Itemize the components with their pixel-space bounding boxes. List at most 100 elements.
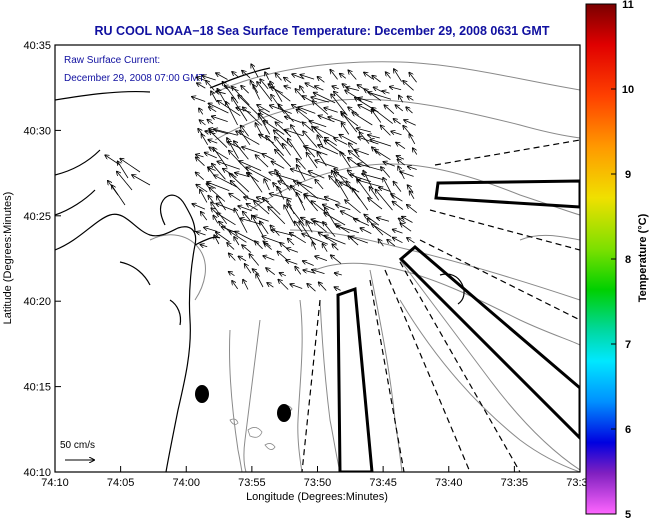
- current-vector: [332, 86, 339, 89]
- current-vector: [286, 260, 298, 265]
- current-vector: [348, 107, 359, 116]
- current-vector: [278, 280, 289, 290]
- current-vector: [251, 81, 260, 100]
- current-vector: [345, 200, 361, 214]
- current-vector: [208, 196, 214, 203]
- current-vector: [309, 121, 327, 128]
- current-vector: [318, 116, 335, 123]
- current-vector: [370, 139, 392, 147]
- current-vector: [267, 283, 274, 288]
- current-vector: [256, 274, 264, 288]
- current-vector: [216, 232, 230, 243]
- current-vector: [277, 173, 291, 191]
- current-vector: [207, 182, 230, 191]
- current-vector: [249, 254, 260, 266]
- y-tick-label: 40:10: [23, 467, 51, 479]
- current-vector: [264, 179, 270, 191]
- buoy-marker-1: [195, 385, 209, 403]
- current-vector: [375, 150, 391, 161]
- current-vector: [226, 102, 238, 126]
- current-vector: [117, 172, 133, 191]
- current-vector: [382, 91, 390, 93]
- current-vector: [337, 226, 360, 234]
- current-vector: [222, 227, 236, 233]
- current-vector: [284, 78, 292, 84]
- current-vector: [399, 96, 404, 103]
- colorbar-tick-label: 7: [625, 339, 631, 351]
- current-vector: [297, 193, 306, 211]
- current-vector: [231, 181, 249, 199]
- current-vector: [229, 151, 248, 171]
- current-vector: [232, 72, 240, 78]
- current-vector: [359, 98, 373, 103]
- current-vector: [350, 237, 368, 244]
- current-vector: [200, 120, 206, 126]
- current-vector: [368, 135, 380, 139]
- current-vector: [264, 243, 272, 250]
- current-vector: [201, 212, 208, 221]
- scale-legend: 50 cm/s: [60, 440, 95, 460]
- current-vector: [341, 112, 358, 133]
- current-vector: [291, 186, 303, 204]
- current-vector: [314, 93, 336, 104]
- current-vector: [196, 157, 205, 166]
- current-vector: [234, 237, 240, 246]
- current-vector: [374, 87, 383, 93]
- current-vector: [309, 171, 325, 179]
- current-vector: [262, 154, 275, 161]
- current-vector: [381, 167, 391, 178]
- current-vector: [269, 172, 295, 181]
- current-vector: [196, 172, 204, 180]
- current-vector: [334, 138, 348, 145]
- current-vector: [206, 81, 215, 91]
- current-vector: [251, 64, 259, 78]
- current-vector: [346, 87, 359, 91]
- map-layer: 50 cm/s: [55, 61, 580, 472]
- current-vector: [399, 218, 407, 224]
- current-vector: [340, 152, 351, 168]
- current-vector: [229, 194, 241, 202]
- current-vector: [272, 161, 285, 169]
- current-vector: [283, 144, 291, 156]
- current-vector: [213, 216, 219, 224]
- current-vector: [280, 273, 287, 276]
- y-tick-label: 40:30: [23, 125, 51, 137]
- current-vector: [352, 188, 369, 211]
- current-vector: [229, 253, 236, 261]
- coverage-dashed-lines: [301, 139, 580, 472]
- current-vector: [241, 126, 249, 137]
- x-tick-label: 74:10: [41, 477, 69, 489]
- current-vector: [232, 281, 239, 290]
- current-vector: [335, 273, 342, 275]
- current-vector: [223, 169, 237, 178]
- colorbar-tick-label: 11: [622, 0, 634, 11]
- current-vector: [263, 198, 281, 215]
- y-tick-label: 40:20: [23, 296, 51, 308]
- current-vector: [393, 238, 403, 244]
- current-vector: [315, 180, 324, 190]
- current-vector: [325, 138, 338, 146]
- current-vector: [204, 227, 218, 232]
- current-vector: [305, 83, 316, 89]
- current-vector: [210, 131, 228, 148]
- current-vector: [307, 284, 316, 292]
- current-vector: [395, 105, 404, 112]
- colorbar-tick-label: 6: [625, 424, 631, 436]
- colorbar-ticks: 11 10 9 8 7 6 5: [611, 0, 634, 519]
- current-vector: [379, 188, 391, 192]
- current-vector: [372, 147, 381, 156]
- current-vector: [319, 233, 338, 245]
- current-vector: [248, 172, 263, 193]
- x-axis-label: Longitude (Degrees:Minutes): [246, 491, 388, 503]
- current-vector: [243, 280, 249, 290]
- current-vector: [214, 235, 220, 245]
- current-vector: [358, 137, 379, 145]
- x-axis-ticks: 74:10 74:05 74:00 73:55 73:50 73:45 73:40 73:35…: [41, 466, 594, 489]
- current-vector: [298, 107, 316, 114]
- current-vector: [348, 158, 360, 167]
- current-vector: [217, 89, 228, 106]
- scale-label: 50 cm/s: [60, 440, 95, 451]
- y-tick-label: 40:35: [23, 40, 51, 52]
- current-vector: [243, 212, 251, 222]
